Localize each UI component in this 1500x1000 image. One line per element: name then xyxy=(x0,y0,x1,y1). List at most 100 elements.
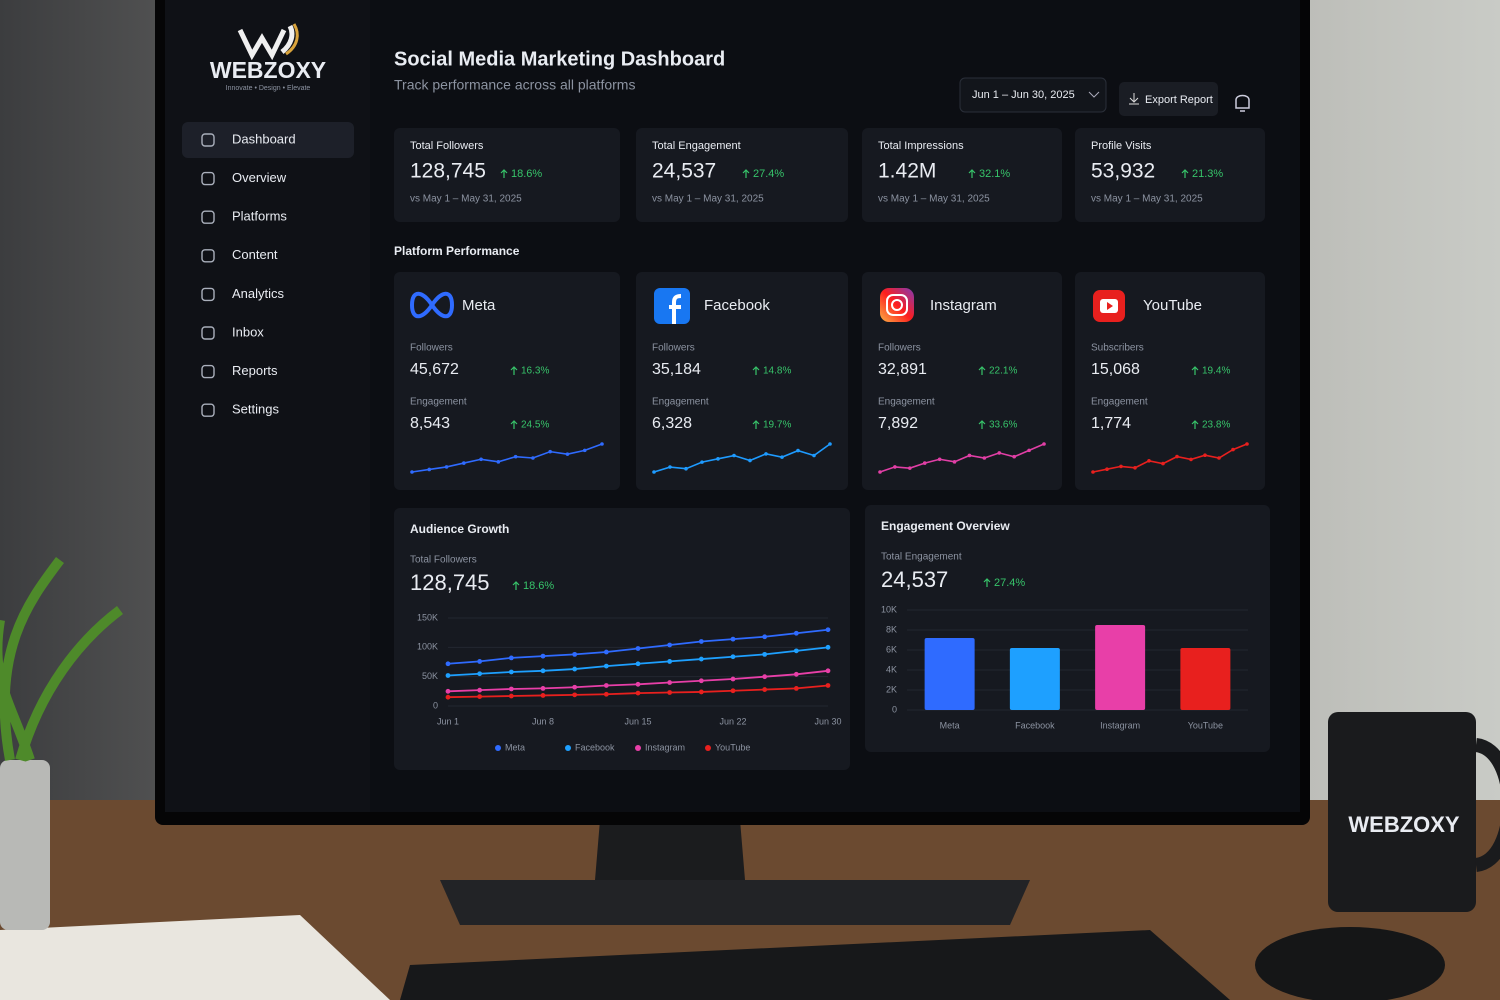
series-point xyxy=(730,654,736,660)
series-point xyxy=(635,661,641,667)
nav-item[interactable]: Dashboard xyxy=(232,131,296,146)
up-arrow xyxy=(510,366,518,375)
sparkline-point xyxy=(548,449,552,454)
sparkline-point xyxy=(1042,442,1046,446)
series-point xyxy=(698,689,704,695)
kpi-change: 18.6% xyxy=(511,168,542,180)
y-tick-label: 0 xyxy=(892,704,897,714)
legend-label[interactable]: Facebook xyxy=(575,742,615,752)
y-tick-label: 4K xyxy=(886,664,897,674)
kpi-value: 1.42M xyxy=(878,160,936,183)
sparkline-point xyxy=(828,442,832,446)
platform-name: Instagram xyxy=(930,297,997,314)
kpi-card xyxy=(1075,128,1265,222)
notebook xyxy=(0,915,390,1000)
sparkline-point xyxy=(1231,447,1235,452)
series-point xyxy=(667,642,673,648)
bar xyxy=(1095,625,1146,710)
monitor-neck xyxy=(595,820,745,880)
series-point xyxy=(445,673,451,678)
legend-label[interactable]: Instagram xyxy=(645,742,685,752)
series-point xyxy=(540,653,546,659)
nav-item[interactable]: Reports xyxy=(232,363,278,378)
series-point xyxy=(667,659,673,664)
brand-name: WEBZOXY xyxy=(210,57,326,83)
nav-item[interactable]: Content xyxy=(232,247,278,262)
nav-item[interactable]: Settings xyxy=(232,402,279,417)
export-text: Export Report xyxy=(1145,94,1213,106)
platform-card xyxy=(862,272,1062,490)
sparkline-point xyxy=(796,448,800,453)
chart-kpi-value: 128,745 xyxy=(410,570,490,595)
x-tick-label: YouTube xyxy=(1188,720,1223,730)
legend-label[interactable]: Meta xyxy=(505,742,525,752)
instagram-lens xyxy=(891,299,903,311)
date-range-picker[interactable] xyxy=(959,77,1107,113)
series-point xyxy=(793,686,799,691)
bar xyxy=(1180,648,1231,710)
sparkline-point xyxy=(410,470,414,474)
series-point xyxy=(540,668,546,674)
x-tick-label: Facebook xyxy=(1015,720,1055,730)
notifications-bell[interactable] xyxy=(1235,94,1250,112)
up-arrow xyxy=(512,581,520,590)
sparkline-point xyxy=(1133,466,1137,470)
series-point xyxy=(730,636,736,642)
series-point xyxy=(603,663,609,669)
legend-label[interactable]: YouTube xyxy=(715,742,750,752)
mug-brand: WEBZOXY xyxy=(1348,812,1460,837)
monitor-stand xyxy=(440,880,1030,925)
kpi-label: Total Engagement xyxy=(652,140,741,152)
instagram-frame xyxy=(886,294,908,316)
sparkline-point xyxy=(444,465,449,469)
sparkline-point xyxy=(1245,442,1249,446)
series-point xyxy=(793,630,799,636)
nav-icon xyxy=(201,133,215,147)
kpi-value: 24,537 xyxy=(652,160,716,183)
brand-logo-mark xyxy=(237,24,295,61)
metric-value: 32,891 xyxy=(878,361,927,378)
sparkline-point xyxy=(922,461,927,465)
kpi-card xyxy=(394,128,620,222)
sparkline-point xyxy=(997,451,1002,455)
mug-handle xyxy=(1474,738,1500,872)
chart-title: Engagement Overview xyxy=(881,519,1010,533)
sparkline-point xyxy=(600,442,604,446)
metric-change: 23.8% xyxy=(1202,420,1230,431)
metric-label: Engagement xyxy=(652,397,709,408)
nav-item[interactable]: Overview xyxy=(232,170,287,185)
metric-label: Engagement xyxy=(878,397,935,408)
legend-swatch xyxy=(495,745,501,751)
up-arrow xyxy=(983,578,991,587)
sparkline xyxy=(411,443,603,473)
page-title: Social Media Marketing Dashboard xyxy=(394,48,725,70)
nav-item[interactable]: Platforms xyxy=(232,209,287,224)
series-point xyxy=(793,671,799,677)
series-point xyxy=(825,683,831,688)
sparkline-point xyxy=(937,457,942,462)
export-button[interactable] xyxy=(1119,82,1218,116)
bar xyxy=(1009,648,1060,710)
sparkline-point xyxy=(1147,459,1151,463)
metric-change: 19.7% xyxy=(763,420,791,431)
sparkline-point xyxy=(893,465,897,469)
facebook-f xyxy=(669,294,682,324)
series-point xyxy=(667,680,673,685)
nav-item[interactable]: Analytics xyxy=(232,286,285,301)
y-tick-label: 150K xyxy=(417,612,438,622)
y-tick-label: 2K xyxy=(886,684,897,694)
metric-change: 22.1% xyxy=(989,366,1017,377)
sparkline-point xyxy=(1119,464,1123,469)
instagram-logo xyxy=(880,288,914,322)
series-point xyxy=(572,692,578,698)
series-point xyxy=(603,683,609,688)
sparkline-point xyxy=(462,461,466,465)
series-point xyxy=(793,648,799,654)
sparkline-point xyxy=(1175,454,1179,459)
metric-label: Followers xyxy=(878,343,921,354)
sparkline xyxy=(653,443,831,473)
nav-item[interactable]: Inbox xyxy=(232,324,264,339)
sparkline-point xyxy=(748,458,752,463)
x-tick-label: Jun 8 xyxy=(532,716,554,726)
